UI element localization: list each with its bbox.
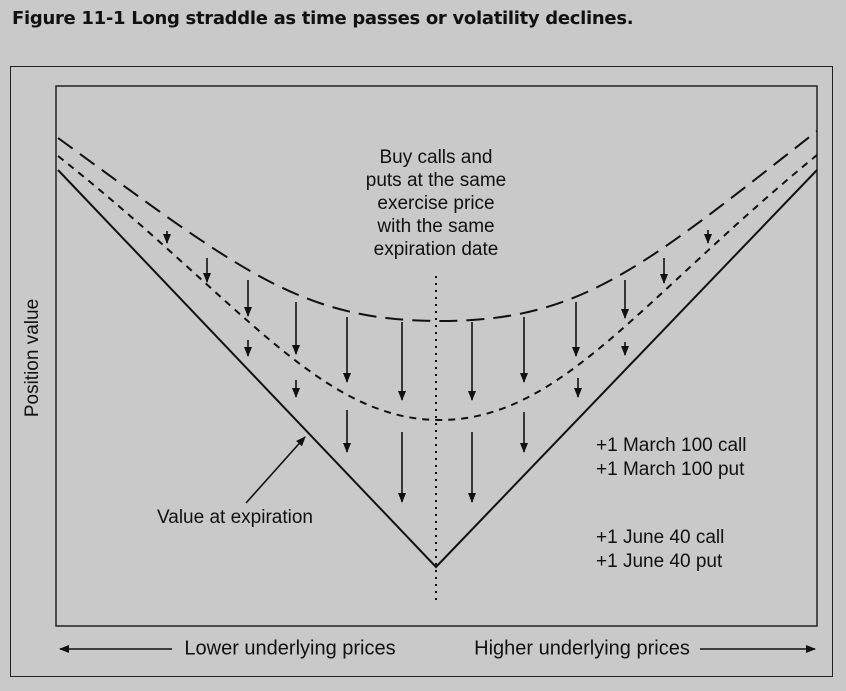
- position-label-june-call: +1 June 40 call: [596, 527, 725, 548]
- position-label-march-call: +1 March 100 call: [596, 435, 747, 456]
- expiration-value-line: [57, 169, 818, 569]
- strategy-note: Buy calls and puts at the same exercise …: [336, 146, 536, 261]
- middle-value-curve: [57, 154, 818, 422]
- expiration-pointer-arrow: [245, 436, 306, 504]
- strategy-note-line: with the same: [377, 216, 495, 237]
- strategy-note-line: expiration date: [373, 239, 499, 260]
- strategy-note-line: Buy calls and: [379, 147, 493, 168]
- figure-frame: [10, 66, 833, 677]
- strategy-note-line: puts at the same: [365, 170, 507, 191]
- upper-value-curve: [57, 130, 818, 323]
- x-axis-right-label: Higher underlying prices: [466, 637, 698, 661]
- figure-title: Figure 11-1 Long straddle as time passes…: [12, 8, 634, 29]
- x-axis-left-label: Lower underlying prices: [176, 637, 404, 661]
- decay-arrows-upper: [163, 230, 712, 401]
- plot-area: [55, 85, 818, 627]
- position-label-june-put: +1 June 40 put: [596, 551, 723, 572]
- value-at-expiration-label: Value at expiration: [157, 507, 313, 528]
- strategy-note-line: exercise price: [377, 193, 495, 214]
- position-label-march-put: +1 March 100 put: [596, 459, 745, 480]
- y-axis-label: Position value: [22, 298, 43, 418]
- decay-arrows-lower: [244, 340, 629, 503]
